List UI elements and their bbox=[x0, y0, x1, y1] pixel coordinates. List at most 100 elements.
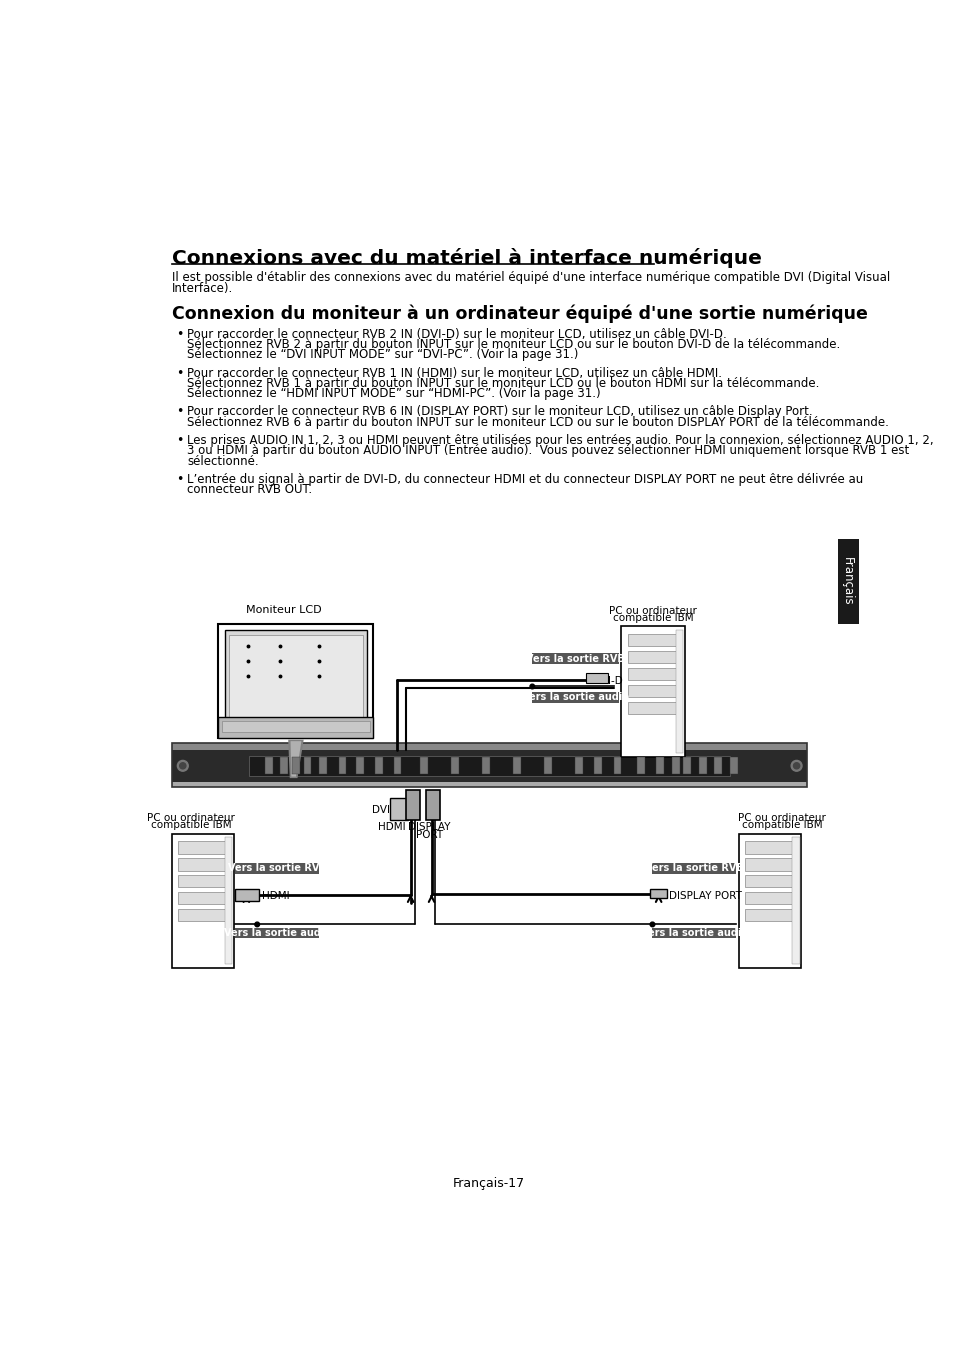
Bar bbox=[338, 758, 346, 774]
Bar bbox=[172, 743, 806, 750]
Bar bbox=[172, 750, 806, 782]
Bar bbox=[178, 842, 228, 854]
Bar bbox=[649, 889, 666, 898]
Circle shape bbox=[179, 763, 186, 769]
Bar bbox=[178, 875, 228, 888]
Bar bbox=[627, 651, 679, 663]
Bar bbox=[513, 758, 520, 774]
Text: Sélectionnez le “HDMI INPUT MODE” sur “HDMI-PC”. (Voir la page 31.): Sélectionnez le “HDMI INPUT MODE” sur “H… bbox=[187, 388, 600, 400]
Circle shape bbox=[177, 761, 188, 771]
Bar bbox=[744, 875, 794, 888]
Text: •: • bbox=[176, 434, 184, 447]
Text: compatible IBM: compatible IBM bbox=[612, 613, 693, 623]
Bar bbox=[594, 758, 601, 774]
Text: Pour raccorder le connecteur RVB 1 IN (HDMI) sur le moniteur LCD, utilisez un câ: Pour raccorder le connecteur RVB 1 IN (H… bbox=[187, 366, 721, 380]
Text: L’entrée du signal à partir de DVI-D, du connecteur HDMI et du connecteur DISPLA: L’entrée du signal à partir de DVI-D, du… bbox=[187, 473, 862, 486]
Bar bbox=[627, 634, 679, 646]
Polygon shape bbox=[291, 742, 301, 777]
Bar bbox=[627, 703, 679, 715]
Bar bbox=[837, 539, 858, 624]
Bar bbox=[426, 790, 439, 820]
Text: 3 ou HDMI à partir du bouton AUDIO INPUT (Entrée audio).  Vous pouvez sélectionn: 3 ou HDMI à partir du bouton AUDIO INPUT… bbox=[187, 444, 909, 458]
Text: Interface).: Interface). bbox=[172, 282, 233, 296]
Bar bbox=[620, 627, 684, 758]
Bar bbox=[390, 798, 407, 820]
Bar bbox=[394, 758, 401, 774]
Text: Sélectionnez RVB 6 à partir du bouton INPUT sur le moniteur LCD ou sur le bouton: Sélectionnez RVB 6 à partir du bouton IN… bbox=[187, 416, 888, 428]
Bar bbox=[172, 782, 806, 786]
Bar bbox=[744, 842, 794, 854]
Bar bbox=[406, 790, 419, 820]
Bar bbox=[235, 889, 258, 901]
Text: •: • bbox=[176, 473, 184, 486]
Circle shape bbox=[254, 923, 259, 927]
Text: connecteur RVB OUT.: connecteur RVB OUT. bbox=[187, 484, 313, 496]
Bar bbox=[744, 858, 794, 870]
Text: DVI-D: DVI-D bbox=[592, 677, 622, 686]
Text: Pour raccorder le connecteur RVB 2 IN (DVI-D) sur le moniteur LCD, utilisez un c: Pour raccorder le connecteur RVB 2 IN (D… bbox=[187, 328, 726, 340]
Bar bbox=[224, 631, 367, 721]
Bar bbox=[652, 863, 736, 874]
Bar bbox=[235, 928, 319, 939]
Text: Français-17: Français-17 bbox=[453, 1177, 524, 1190]
Text: HDMI: HDMI bbox=[377, 821, 405, 832]
Bar bbox=[675, 631, 682, 754]
Text: HDMI: HDMI bbox=[261, 892, 289, 901]
Polygon shape bbox=[288, 739, 303, 778]
Text: DVI-D: DVI-D bbox=[372, 805, 401, 815]
Bar bbox=[178, 858, 228, 870]
Bar bbox=[729, 758, 737, 774]
Text: DISPLAY: DISPLAY bbox=[408, 821, 450, 832]
Text: Vers la sortie RVB: Vers la sortie RVB bbox=[526, 654, 624, 663]
Bar bbox=[218, 716, 373, 738]
Text: Connexions avec du matériel à interface numérique: Connexions avec du matériel à interface … bbox=[172, 249, 761, 269]
Bar bbox=[319, 758, 327, 774]
Bar bbox=[224, 838, 233, 965]
Text: Moniteur LCD: Moniteur LCD bbox=[245, 605, 321, 615]
Bar bbox=[613, 758, 620, 774]
Bar bbox=[543, 758, 551, 774]
Bar bbox=[292, 758, 299, 774]
Bar bbox=[178, 909, 228, 921]
Text: Pour raccorder le connecteur RVB 6 IN (DISPLAY PORT) sur le moniteur LCD, utilis: Pour raccorder le connecteur RVB 6 IN (D… bbox=[187, 405, 812, 419]
Text: •: • bbox=[176, 328, 184, 340]
Text: compatible IBM: compatible IBM bbox=[151, 820, 232, 831]
Text: Connexion du moniteur à un ordinateur équipé d'une sortie numérique: Connexion du moniteur à un ordinateur éq… bbox=[172, 304, 867, 323]
Text: Sélectionnez RVB 2 à partir du bouton INPUT sur le moniteur LCD ou sur le bouton: Sélectionnez RVB 2 à partir du bouton IN… bbox=[187, 338, 840, 351]
Circle shape bbox=[649, 923, 654, 927]
Bar bbox=[235, 863, 319, 874]
Text: DISPLAY PORT: DISPLAY PORT bbox=[669, 890, 741, 901]
Bar bbox=[303, 758, 311, 774]
Text: sélectionné.: sélectionné. bbox=[187, 455, 259, 467]
Text: Vers la sortie RVB: Vers la sortie RVB bbox=[644, 863, 743, 873]
Text: PORT: PORT bbox=[416, 830, 442, 840]
Text: Vers la sortie audio: Vers la sortie audio bbox=[521, 692, 629, 703]
Bar bbox=[739, 834, 801, 969]
Text: PC ou ordinateur: PC ou ordinateur bbox=[609, 605, 697, 616]
Bar bbox=[585, 673, 607, 684]
Bar bbox=[744, 892, 794, 904]
Circle shape bbox=[530, 684, 534, 689]
Text: Il est possible d'établir des connexions avec du matériel équipé d'une interface: Il est possible d'établir des connexions… bbox=[172, 272, 889, 285]
Text: Français: Français bbox=[841, 558, 853, 607]
Bar bbox=[172, 834, 233, 969]
Bar bbox=[714, 758, 721, 774]
Text: Sélectionnez RVB 1 à partir du bouton INPUT sur le moniteur LCD ou le bouton HDM: Sélectionnez RVB 1 à partir du bouton IN… bbox=[187, 377, 819, 390]
Circle shape bbox=[793, 763, 799, 769]
Bar bbox=[575, 758, 582, 774]
Bar bbox=[671, 758, 679, 774]
Bar bbox=[532, 654, 618, 665]
Bar bbox=[656, 758, 663, 774]
Bar bbox=[265, 758, 273, 774]
Text: compatible IBM: compatible IBM bbox=[740, 820, 821, 831]
Text: •: • bbox=[176, 405, 184, 419]
Text: Vers la sortie RVB: Vers la sortie RVB bbox=[228, 863, 326, 873]
Text: PC ou ordinateur: PC ou ordinateur bbox=[147, 813, 235, 823]
Bar bbox=[682, 758, 691, 774]
Bar bbox=[375, 758, 382, 774]
Bar bbox=[532, 692, 618, 703]
Bar bbox=[229, 635, 362, 716]
Text: Vers la sortie audio: Vers la sortie audio bbox=[640, 928, 747, 938]
Text: Vers la sortie audio: Vers la sortie audio bbox=[224, 928, 331, 938]
Bar bbox=[218, 624, 373, 738]
